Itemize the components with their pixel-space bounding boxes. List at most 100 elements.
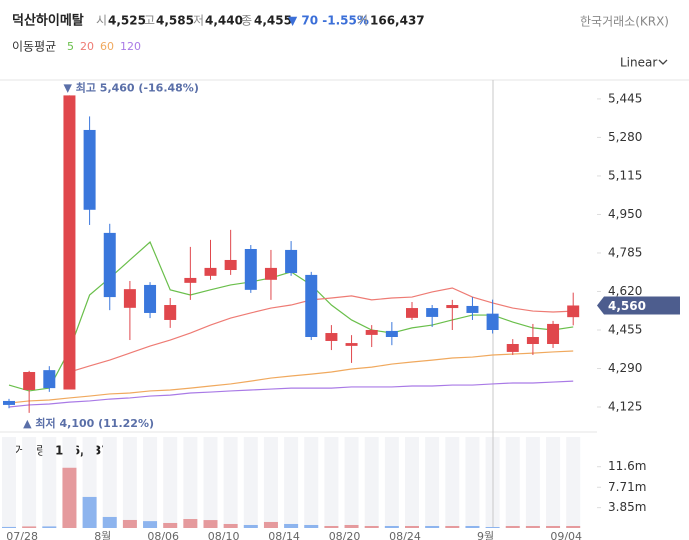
y-tick-label: 4,290 xyxy=(608,361,642,375)
candle-body xyxy=(325,333,338,341)
candle-body xyxy=(244,248,257,290)
candle-body xyxy=(63,95,76,390)
volume-bar xyxy=(62,467,77,528)
high-value: 4,585 xyxy=(156,14,194,28)
x-tick-label: 08/06 xyxy=(147,530,179,540)
volume-bar xyxy=(223,523,238,528)
candle-body xyxy=(43,370,56,389)
volume-column-bg xyxy=(183,437,198,528)
volume-bar xyxy=(465,525,480,528)
volume-bar xyxy=(42,526,57,528)
volume-bar xyxy=(203,520,218,528)
volume-column-bg xyxy=(324,437,339,528)
low-value: 4,440 xyxy=(205,14,243,28)
volume-column-bg xyxy=(22,437,37,528)
max-annotation: ▼ 최고 5,460 (-16.48%) xyxy=(63,80,198,94)
y-tick-label: 4,785 xyxy=(608,245,642,259)
candle-body xyxy=(204,267,217,276)
volume-bar xyxy=(485,527,500,528)
volume-column-bg xyxy=(263,437,278,528)
min-annotation: ▲ 최저 4,100 (11.22%) xyxy=(23,416,154,430)
volume-column-bg xyxy=(122,437,137,528)
volume-tick-label: 3.85m xyxy=(608,500,646,514)
last-price-tag xyxy=(597,296,680,315)
candle-body xyxy=(547,323,560,345)
volume-column-bg xyxy=(304,437,319,528)
legend-entry: 60 xyxy=(100,40,114,53)
dropdown-chevron[interactable] xyxy=(658,59,668,65)
last-price-label: 4,560 xyxy=(608,299,646,313)
volume-bar xyxy=(2,526,16,528)
candle-body xyxy=(486,313,499,330)
volume-label: 거 xyxy=(357,14,368,28)
volume-column-bg xyxy=(223,437,238,528)
volume-column-bg xyxy=(384,437,399,528)
scale-mode[interactable]: Linear xyxy=(620,56,657,70)
volume-bar xyxy=(263,521,278,528)
y-tick-label: 4,455 xyxy=(608,322,642,336)
candle-body xyxy=(305,274,318,337)
volume-column-bg xyxy=(203,437,218,528)
volume-column-bg xyxy=(364,437,379,528)
legend-title: 이동평균 xyxy=(12,40,56,54)
candle-body xyxy=(446,305,459,309)
volume-column-bg xyxy=(546,437,561,528)
volume-bar xyxy=(183,519,198,528)
candle-body xyxy=(506,344,519,352)
candle-body xyxy=(466,305,479,313)
volume-bar xyxy=(405,525,419,528)
legend-entry: 5 xyxy=(67,40,74,53)
exchange: 한국거래소(KRX) xyxy=(580,15,669,29)
candle-body xyxy=(103,232,116,298)
x-tick-label: 09/04 xyxy=(550,530,582,540)
volume-column-bg xyxy=(445,437,460,528)
x-tick-label: 08/14 xyxy=(268,530,300,540)
volume-column-bg xyxy=(143,437,158,528)
volume-column-bg xyxy=(344,437,359,528)
legend-entry: 120 xyxy=(120,40,141,53)
moving-average-line xyxy=(8,380,574,408)
legend-entry: 20 xyxy=(80,40,94,53)
candle-body xyxy=(144,284,157,313)
candle-body xyxy=(567,305,580,318)
volume-column-bg xyxy=(243,437,258,528)
volume-tick-label: 7.71m xyxy=(608,480,646,494)
volume-column-bg xyxy=(405,437,419,528)
y-tick-label: 4,125 xyxy=(608,400,642,414)
volume-column-bg xyxy=(566,437,581,528)
close-value: 4,455 xyxy=(254,14,292,28)
candle-body xyxy=(264,267,277,280)
volume-bar xyxy=(505,525,520,528)
low-label: 저 xyxy=(193,14,204,28)
y-tick-label: 4,950 xyxy=(608,207,642,221)
volume-value: 166,437 xyxy=(370,14,425,28)
y-tick-label: 5,445 xyxy=(608,91,642,105)
volume-bar xyxy=(445,525,460,528)
y-tick-label: 5,115 xyxy=(608,168,642,182)
candle-body xyxy=(526,336,539,345)
high-label: 고 xyxy=(144,14,155,28)
volume-bar xyxy=(243,524,258,528)
volume-bar xyxy=(284,523,299,528)
x-tick-label: 08/24 xyxy=(389,530,421,540)
candle-body xyxy=(285,249,298,274)
x-tick-label: 08/10 xyxy=(208,530,240,540)
candle-body xyxy=(123,289,136,308)
x-tick-label: 9월 xyxy=(477,530,494,540)
volume-bar xyxy=(102,516,117,528)
candle-body xyxy=(3,400,15,405)
volume-column-bg xyxy=(525,437,540,528)
candle-body xyxy=(426,308,439,317)
volume-bar xyxy=(304,524,319,528)
candle-body xyxy=(184,277,197,283)
volume-bar xyxy=(143,521,158,528)
volume-bar xyxy=(324,525,339,528)
volume-bar xyxy=(546,525,561,528)
candle-body xyxy=(385,330,398,337)
candle-body xyxy=(23,372,36,390)
stock-name: 덕산하이메탈 xyxy=(12,13,84,29)
volume-column-bg xyxy=(42,437,57,528)
open-label: 시 xyxy=(96,14,107,28)
volume-bar xyxy=(525,525,540,528)
